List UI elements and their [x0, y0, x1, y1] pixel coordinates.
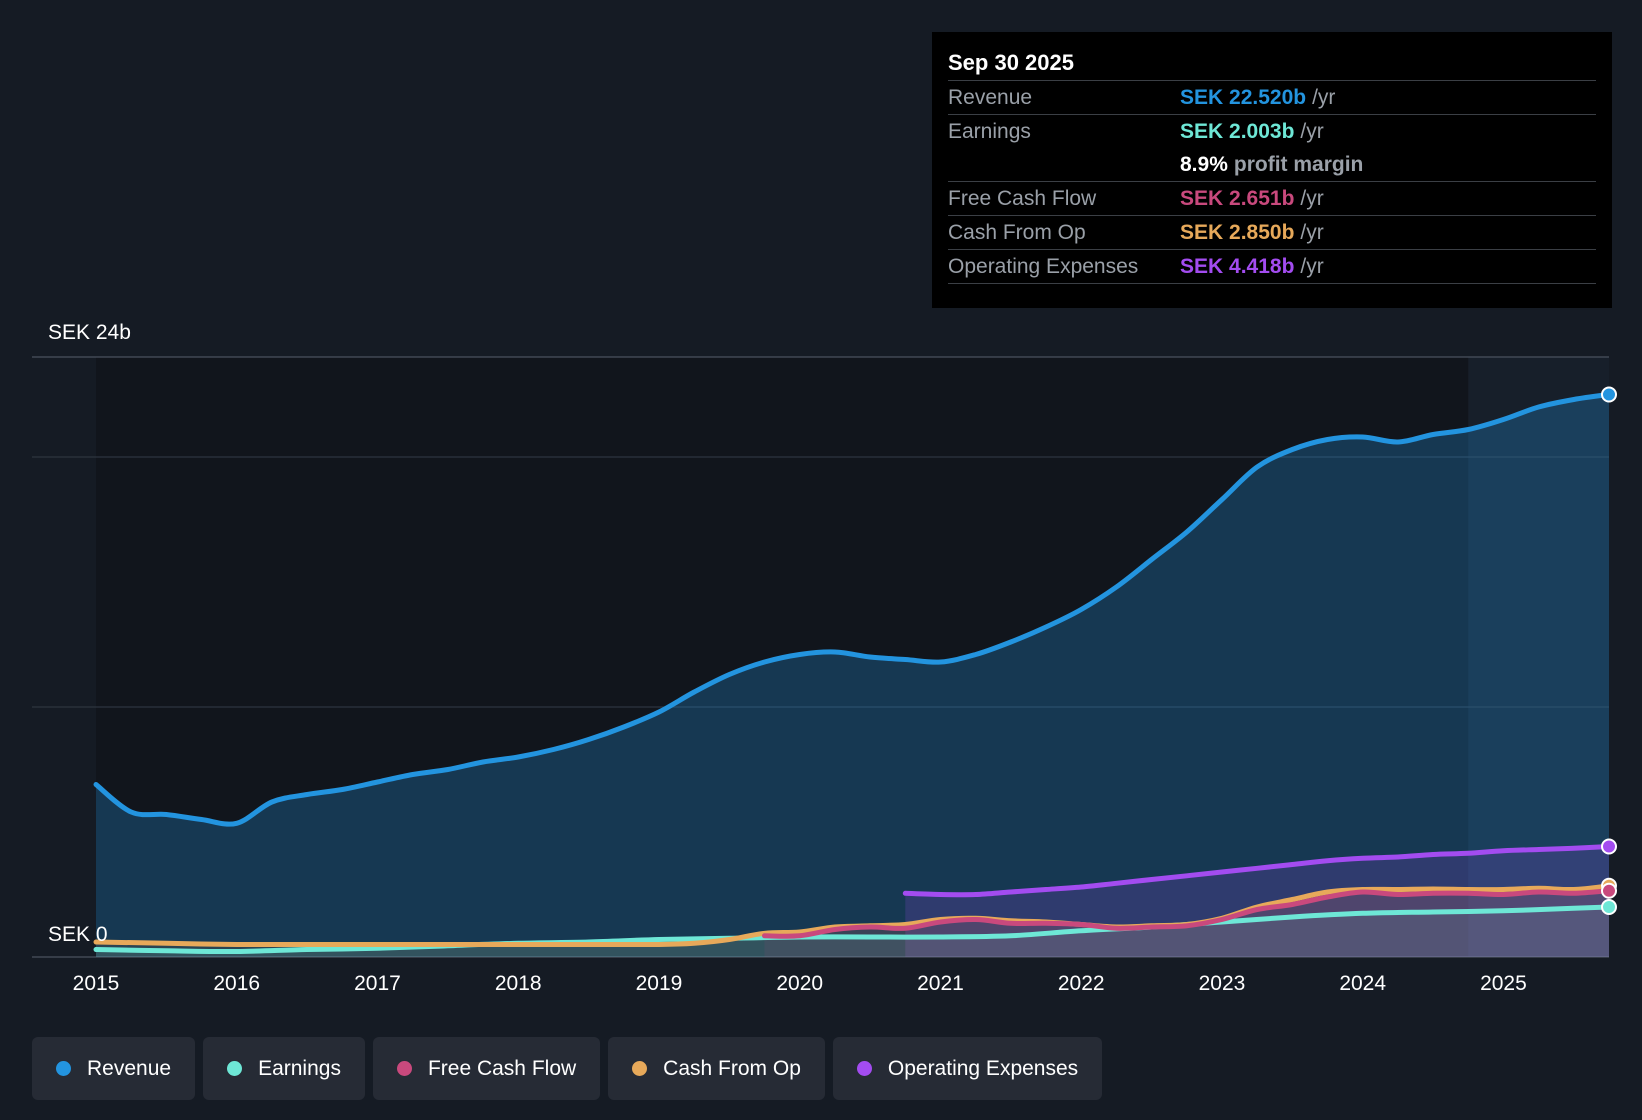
series-lines [93, 392, 1612, 955]
tooltip-row-opex: Operating Expenses SEK 4.418b /yr [948, 249, 1596, 284]
legend: Revenue Earnings Free Cash Flow Cash Fro… [32, 1037, 1110, 1100]
tooltip-value-earnings: SEK 2.003b [1180, 119, 1295, 143]
fcf-area [764, 890, 1609, 957]
legend-item-fcf[interactable]: Free Cash Flow [372, 1037, 601, 1100]
legend-label: Free Cash Flow [427, 1056, 577, 1080]
legend-label: Cash From Op [663, 1056, 801, 1080]
y-axis-zero-label: SEK 0 [48, 923, 108, 946]
x-tick-label-2018: 2018 [495, 972, 542, 995]
opex-end-marker [1601, 838, 1617, 855]
legend-item-revenue[interactable]: Revenue [32, 1037, 196, 1100]
tooltip-value-opex: SEK 4.418b [1180, 254, 1295, 278]
tooltip-row-cfo: Cash From Op SEK 2.850b /yr [948, 215, 1596, 249]
legend-label: Revenue [87, 1056, 172, 1080]
x-axis-ticks: 2015 2016 2017 2018 2019 2020 2021 2022 2023 2024… [73, 972, 1527, 995]
legend-item-cfo[interactable]: Cash From Op [608, 1037, 825, 1100]
legend-item-earnings[interactable]: Earnings [203, 1037, 365, 1100]
tooltip-unit: /yr [1300, 186, 1324, 210]
tooltip-value-revenue: SEK 22.520b [1180, 85, 1307, 109]
legend-label: Earnings [258, 1056, 341, 1080]
fcf-line [762, 888, 1612, 939]
earnings-area [96, 907, 1609, 957]
tooltip-unit: /yr [1300, 254, 1324, 278]
revenue-area [96, 394, 1609, 957]
x-tick-label-2015: 2015 [73, 972, 120, 995]
chart: SEK 24b SEK 0 2015 2016 2017 2018 2019 2020 20… [32, 321, 1617, 995]
revenue-dot-icon [56, 1061, 71, 1076]
opex-line [902, 844, 1612, 898]
tooltip-unit: /yr [1300, 119, 1324, 143]
series-areas [96, 394, 1609, 957]
cfo-area [96, 885, 1609, 957]
x-tick-label-2019: 2019 [636, 972, 683, 995]
x-tick-label-2025: 2025 [1480, 972, 1527, 995]
x-tick-label-2020: 2020 [776, 972, 823, 995]
earnings-line [93, 904, 1612, 955]
tooltip-row-fcf: Free Cash Flow SEK 2.651b /yr [948, 181, 1596, 215]
tooltip-row-margin: 8.9% profit margin [948, 148, 1596, 181]
earnings-end-marker [1601, 899, 1617, 915]
tooltip-unit: /yr [1300, 220, 1324, 244]
x-tick-label-2024: 2024 [1339, 972, 1386, 995]
legend-label: Operating Expenses [887, 1056, 1079, 1080]
tooltip-label: Operating Expenses [948, 254, 1139, 278]
x-tick-label-2023: 2023 [1199, 972, 1246, 995]
tooltip-row-earnings: Earnings SEK 2.003b /yr [948, 114, 1596, 148]
fcf-end-marker [1601, 882, 1617, 899]
tooltip-row-revenue: Revenue SEK 22.520b /yr [948, 80, 1596, 114]
tooltip-value-cfo: SEK 2.850b [1180, 220, 1295, 244]
tooltip-label: Free Cash Flow [948, 186, 1097, 210]
grid-lines [32, 356, 1609, 958]
revenue-end-marker [1601, 386, 1617, 403]
x-tick-label-2016: 2016 [213, 972, 260, 995]
tooltip-label: Earnings [948, 119, 1031, 143]
series-end-markers [1601, 386, 1617, 915]
tooltip-label: Revenue [948, 85, 1033, 109]
fcf-dot-icon [396, 1061, 412, 1076]
tooltip-date: Sep 30 2025 [948, 50, 1074, 75]
tooltip-profit-margin-value: 8.9% [1180, 152, 1228, 176]
y-axis-top-label: SEK 24b [48, 321, 131, 344]
legend-item-opex[interactable]: Operating Expenses [832, 1037, 1103, 1100]
opex-dot-icon [856, 1061, 872, 1076]
tooltip-profit-margin-text: profit margin [1233, 152, 1364, 176]
data-tooltip: Sep 30 2025 Revenue SEK 22.520b /yr Earn… [932, 32, 1612, 308]
x-tick-label-2017: 2017 [354, 972, 401, 995]
x-tick-label-2022: 2022 [1058, 972, 1105, 995]
tooltip-label: Cash From Op [948, 220, 1086, 244]
x-tick-label-2021: 2021 [917, 972, 964, 995]
revenue-line [93, 392, 1612, 827]
earnings-dot-icon [227, 1061, 243, 1076]
cfo-dot-icon [632, 1061, 648, 1076]
tooltip-value-fcf: SEK 2.651b [1180, 186, 1295, 210]
tooltip-unit: /yr [1312, 85, 1336, 109]
